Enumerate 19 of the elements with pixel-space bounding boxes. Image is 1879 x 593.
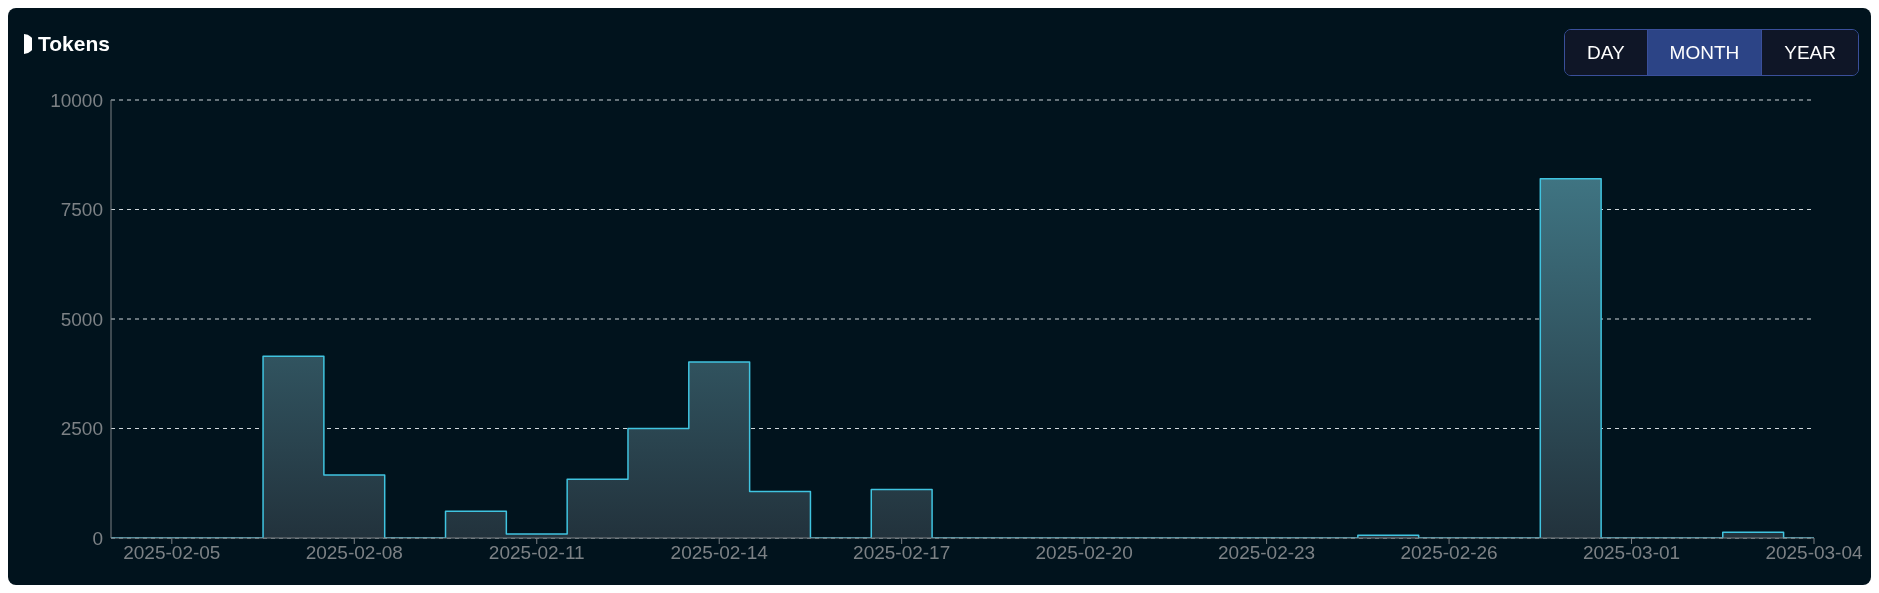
x-tick-label: 2025-02-26 bbox=[1400, 542, 1498, 564]
x-tick-label: 2025-02-17 bbox=[853, 542, 951, 564]
y-tick-label: 2500 bbox=[60, 418, 103, 440]
text: MONTH bbox=[1646, 30, 1762, 75]
x-tick-label: 2025-02-08 bbox=[305, 542, 403, 564]
x-tick-label: 2025-02-14 bbox=[670, 542, 769, 564]
x-tick-label: 2025-03-04 bbox=[1765, 542, 1864, 564]
y-tick-label: 10000 bbox=[50, 89, 103, 111]
y-tick-label: 5000 bbox=[60, 308, 103, 330]
chart-title: Tokens bbox=[38, 32, 110, 56]
x-tick-label: 2025-02-20 bbox=[1035, 542, 1133, 564]
x-tick-label: 2025-02-23 bbox=[1218, 542, 1316, 564]
y-tick-label: 7500 bbox=[60, 199, 103, 221]
text: YEAR bbox=[1761, 30, 1858, 75]
x-tick-label: 2025-02-05 bbox=[123, 542, 221, 564]
x-tick-label: 2025-02-11 bbox=[488, 542, 585, 564]
x-tick-label: 2025-03-01 bbox=[1582, 542, 1681, 564]
y-tick-label: 0 bbox=[92, 527, 103, 549]
text: DAY bbox=[1564, 30, 1647, 75]
